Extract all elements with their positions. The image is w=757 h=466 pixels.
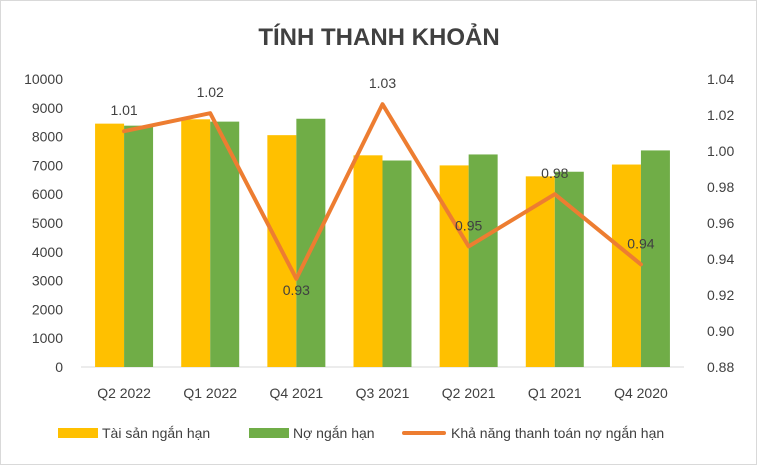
x-tick-label: Q2 2021 bbox=[442, 385, 496, 401]
left-tick-label: 7000 bbox=[32, 157, 63, 173]
right-tick-label: 1.02 bbox=[707, 107, 734, 123]
line-data-label: 1.01 bbox=[110, 102, 137, 118]
x-tick-label: Q3 2021 bbox=[356, 385, 410, 401]
legend-swatch-no bbox=[249, 428, 289, 438]
bar-tai-san-ngan-han bbox=[95, 123, 125, 367]
x-tick-label: Q2 2022 bbox=[97, 385, 151, 401]
line-data-label: 0.95 bbox=[455, 217, 482, 233]
right-tick-label: 1.04 bbox=[707, 71, 734, 87]
x-axis-ticks: Q2 2022 Q1 2022 Q4 2021 Q3 2021 Q2 2021 Q1 20… bbox=[97, 385, 668, 401]
legend: Tài sản ngắn hạn Nợ ngắn hạn Khả năng th… bbox=[58, 425, 664, 441]
line-kha-nang-thanh-toan bbox=[122, 102, 643, 281]
left-tick-label: 0 bbox=[55, 359, 63, 375]
bar-no-ngan-han bbox=[382, 160, 412, 367]
right-tick-label: 0.92 bbox=[707, 287, 734, 303]
bar-no-ngan-han bbox=[468, 154, 498, 367]
right-tick-label: 1.00 bbox=[707, 143, 734, 159]
data-labels: 1.01 1.02 0.93 1.03 0.95 0.98 0.94 bbox=[110, 75, 654, 298]
left-tick-label: 9000 bbox=[32, 100, 63, 116]
chart-title: TÍNH THANH KHOẢN bbox=[258, 22, 499, 51]
line-data-label: 1.03 bbox=[369, 75, 396, 91]
left-tick-label: 10000 bbox=[24, 71, 63, 87]
left-tick-label: 1000 bbox=[32, 330, 63, 346]
legend-label-tai-san: Tài sản ngắn hạn bbox=[102, 425, 210, 441]
right-tick-label: 0.88 bbox=[707, 359, 734, 375]
line-data-label: 1.02 bbox=[197, 84, 224, 100]
line-data-label: 0.98 bbox=[541, 165, 568, 181]
x-tick-label: Q1 2022 bbox=[183, 385, 237, 401]
x-tick-label: Q4 2020 bbox=[614, 385, 668, 401]
bar-no-ngan-han bbox=[554, 171, 584, 367]
legend-label-kha-nang: Khả năng thanh toán nợ ngắn hạn bbox=[451, 425, 664, 441]
line-series bbox=[122, 102, 643, 281]
legend-swatch-tai-san bbox=[58, 428, 98, 438]
bar-tai-san-ngan-han bbox=[181, 119, 211, 367]
left-tick-label: 6000 bbox=[32, 186, 63, 202]
line-data-label: 0.94 bbox=[627, 235, 654, 251]
bar-no-ngan-han bbox=[640, 150, 670, 367]
left-tick-label: 8000 bbox=[32, 129, 63, 145]
left-tick-label: 4000 bbox=[32, 244, 63, 260]
left-tick-label: 5000 bbox=[32, 215, 63, 231]
left-tick-label: 2000 bbox=[32, 301, 63, 317]
bars bbox=[95, 118, 670, 368]
x-tick-label: Q4 2021 bbox=[269, 385, 323, 401]
bar-no-ngan-han bbox=[124, 125, 154, 367]
bar-tai-san-ngan-han bbox=[611, 164, 641, 367]
bar-no-ngan-han bbox=[296, 118, 326, 367]
right-tick-label: 0.90 bbox=[707, 323, 734, 339]
legend-label-no: Nợ ngắn hạn bbox=[293, 425, 375, 441]
right-tick-label: 0.98 bbox=[707, 179, 734, 195]
bar-tai-san-ngan-han bbox=[353, 155, 383, 367]
right-tick-label: 0.96 bbox=[707, 215, 734, 231]
x-tick-label: Q1 2021 bbox=[528, 385, 582, 401]
right-tick-label: 0.94 bbox=[707, 251, 734, 267]
left-tick-label: 3000 bbox=[32, 273, 63, 289]
line-data-label: 0.93 bbox=[283, 282, 310, 298]
right-axis-ticks: 0.88 0.90 0.92 0.94 0.96 0.98 1.00 1.02 1.04 bbox=[707, 71, 734, 375]
left-axis-ticks: 0 1000 2000 3000 4000 5000 6000 7000 8000 9000 100… bbox=[24, 71, 63, 375]
bar-tai-san-ngan-han bbox=[439, 165, 469, 367]
